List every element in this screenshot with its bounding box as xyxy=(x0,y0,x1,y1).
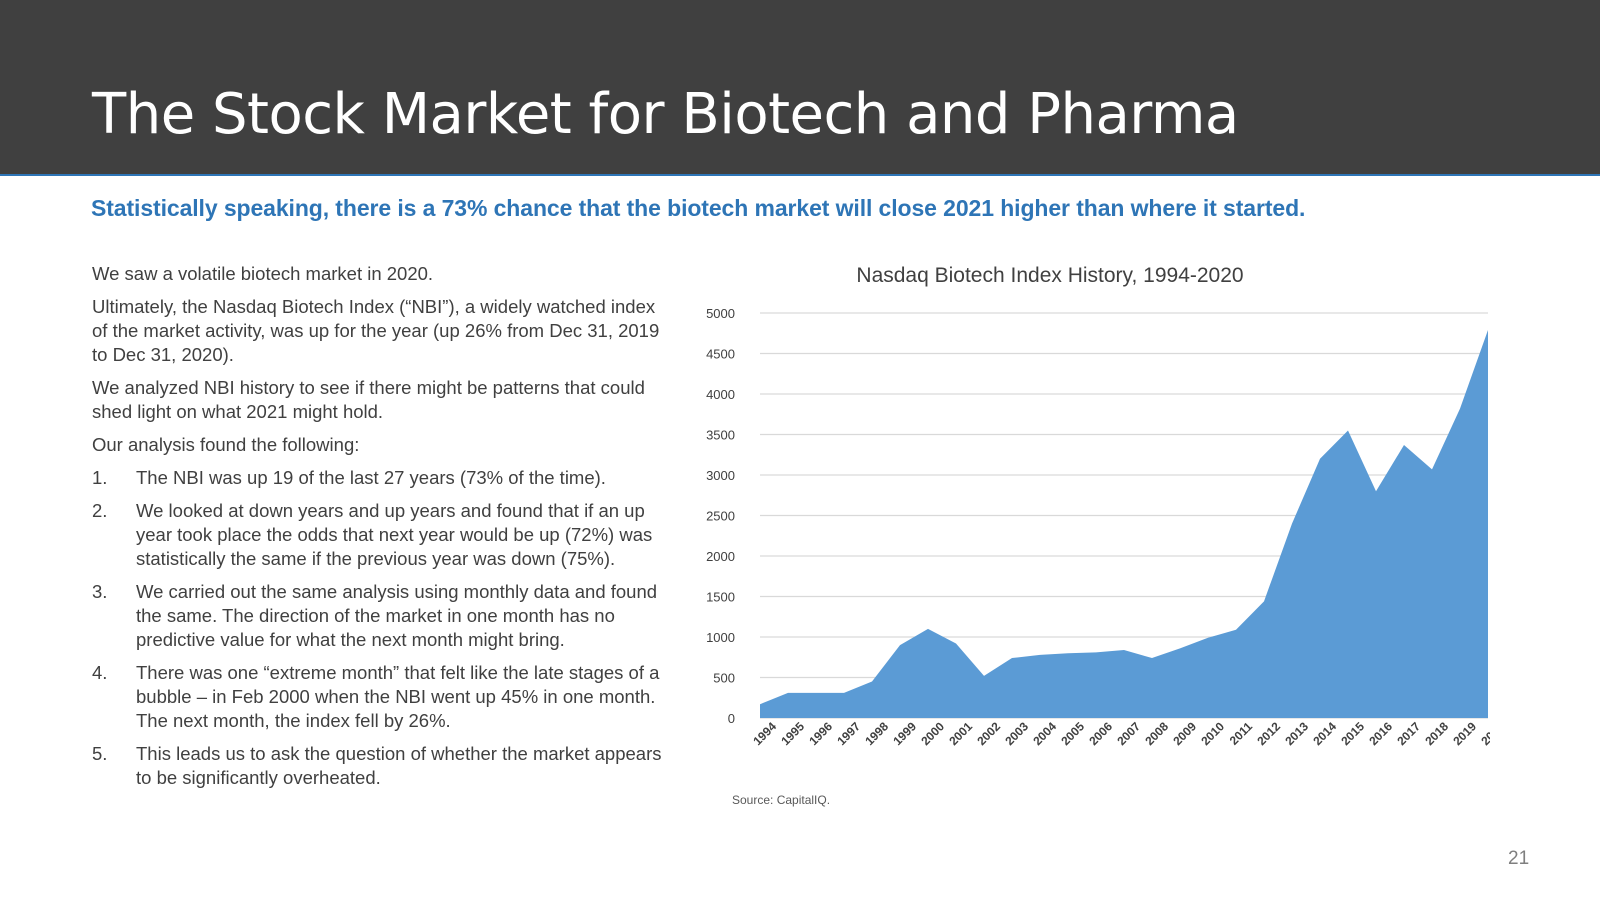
x-tick-label: 2015 xyxy=(1338,719,1367,748)
y-tick-label: 3000 xyxy=(706,468,735,483)
x-tick-label: 2007 xyxy=(1114,719,1143,748)
x-tick-label: 2004 xyxy=(1030,719,1059,748)
x-tick-label: 2005 xyxy=(1058,719,1087,748)
x-tick-label: 1994 xyxy=(750,719,779,748)
list-text: This leads us to ask the question of whe… xyxy=(136,743,662,788)
x-tick-label: 2018 xyxy=(1422,719,1451,748)
x-tick-label: 2020 xyxy=(1478,719,1490,748)
x-tick-label: 2000 xyxy=(918,719,947,748)
list-text: We carried out the same analysis using m… xyxy=(136,581,658,650)
x-tick-label: 2017 xyxy=(1394,719,1423,748)
x-tick-label: 2019 xyxy=(1450,719,1479,748)
list-item: 5. This leads us to ask the question of w… xyxy=(92,742,672,790)
title-bar: The Stock Market for Biotech and Pharma xyxy=(0,0,1600,176)
list-text: There was one “extreme month” that felt … xyxy=(136,662,660,731)
x-tick-label: 2011 xyxy=(1227,719,1256,748)
x-tick-label: 2001 xyxy=(946,719,975,748)
findings-list: 1. The NBI was up 19 of the last 27 years… xyxy=(92,466,672,790)
x-tick-label: 1996 xyxy=(806,719,835,748)
x-tick-label: 2006 xyxy=(1086,719,1115,748)
y-tick-label: 5000 xyxy=(706,306,735,321)
x-tick-label: 2008 xyxy=(1142,719,1171,748)
x-tick-label: 1999 xyxy=(890,719,919,748)
list-item: 4. There was one “extreme month” that fel… xyxy=(92,661,672,733)
slide-title: The Stock Market for Biotech and Pharma xyxy=(92,82,1239,147)
chart-title: Nasdaq Biotech Index History, 1994-2020 xyxy=(856,264,1244,287)
x-tick-label: 2002 xyxy=(974,719,1003,748)
list-item: 2. We looked at down years and up years a… xyxy=(92,499,672,571)
source-note: Source: CapitalIQ. xyxy=(732,793,831,807)
x-tick-label: 1997 xyxy=(834,719,863,748)
x-tick-label: 2012 xyxy=(1254,719,1283,748)
key-finding-subtitle: Statistically speaking, there is a 73% c… xyxy=(91,195,1306,221)
y-tick-label: 2500 xyxy=(706,509,735,524)
list-item: 1. The NBI was up 19 of the last 27 years… xyxy=(92,466,672,490)
x-tick-label: 2013 xyxy=(1282,719,1311,748)
list-item: 3. We carried out the same analysis using… xyxy=(92,580,672,652)
y-tick-label: 2000 xyxy=(706,549,735,564)
y-tick-label: 3500 xyxy=(706,428,735,443)
nbi-area-chart: 0 500 1000 1500 2000 2500 3000 3500 4000 4500 5000… xyxy=(706,306,1490,748)
paragraph: We saw a volatile biotech market in 2020… xyxy=(92,263,434,284)
y-tick-label: 500 xyxy=(713,671,735,686)
paragraph: Ultimately, the Nasdaq Biotech Index (“N… xyxy=(92,296,660,365)
y-tick-label: 4000 xyxy=(706,387,735,402)
series-area-nbi xyxy=(760,330,1488,718)
list-number: 1. xyxy=(92,467,108,488)
body-text: We saw a volatile biotech market in 2020… xyxy=(92,262,672,799)
paragraph: Our analysis found the following: xyxy=(92,434,360,455)
y-tick-label: 1500 xyxy=(706,590,735,605)
list-number: 2. xyxy=(92,500,108,521)
x-tick-label: 2009 xyxy=(1170,719,1199,748)
x-tick-label: 2014 xyxy=(1310,719,1339,748)
list-text: We looked at down years and up years and… xyxy=(136,500,653,569)
y-tick-label: 4500 xyxy=(706,347,735,362)
x-tick-label: 1998 xyxy=(862,719,891,748)
list-number: 3. xyxy=(92,581,108,602)
x-tick-label: 2003 xyxy=(1002,719,1031,748)
list-number: 5. xyxy=(92,743,108,764)
y-tick-label: 0 xyxy=(728,711,735,726)
x-tick-label: 2016 xyxy=(1366,719,1395,748)
y-tick-label: 1000 xyxy=(706,630,735,645)
list-number: 4. xyxy=(92,662,108,683)
x-tick-label: 1995 xyxy=(778,719,807,748)
x-tick-label: 2010 xyxy=(1198,719,1227,748)
page-number: 21 xyxy=(1508,848,1530,869)
list-text: The NBI was up 19 of the last 27 years (… xyxy=(136,467,606,488)
paragraph: We analyzed NBI history to see if there … xyxy=(92,377,645,422)
